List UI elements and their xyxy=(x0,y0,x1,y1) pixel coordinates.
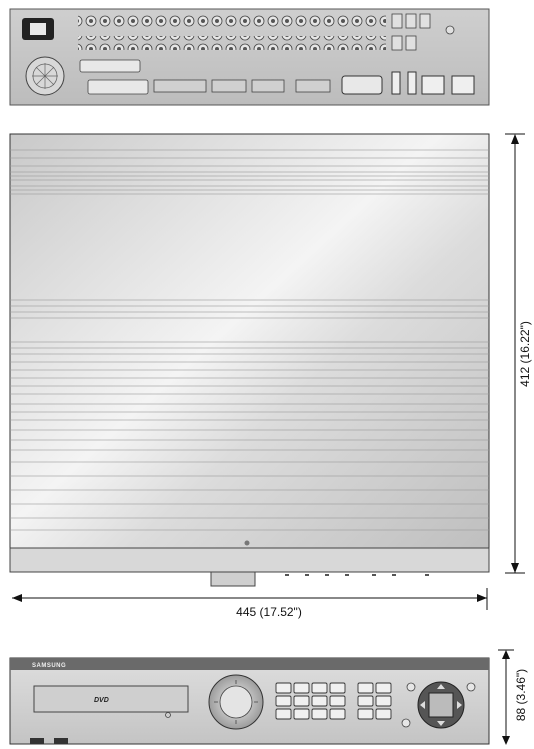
up-arrow-icon xyxy=(437,684,445,689)
vga-port-icon xyxy=(341,75,383,95)
height-dimension xyxy=(498,649,514,745)
keypad-key[interactable] xyxy=(375,682,392,694)
terminal-blocks xyxy=(153,79,331,93)
keypad-key[interactable] xyxy=(275,695,292,707)
dvd-logo: DVD xyxy=(94,697,109,704)
video-in-connectors xyxy=(78,14,386,28)
brand-logo: SAMSUNG xyxy=(32,663,66,669)
left-arrow-icon xyxy=(420,701,425,709)
top-view xyxy=(9,133,490,587)
number-keypad xyxy=(275,682,346,720)
function-keypad xyxy=(357,682,392,720)
right-arrow-icon xyxy=(457,701,462,709)
keypad-key[interactable] xyxy=(375,708,392,720)
usb-lan-ports xyxy=(391,71,475,95)
keypad-key[interactable] xyxy=(357,682,374,694)
keypad-key[interactable] xyxy=(311,682,328,694)
audio-connectors xyxy=(391,13,455,51)
width-label: 445 (17.52") xyxy=(236,605,302,619)
keypad-key[interactable] xyxy=(311,695,328,707)
function-button-upper[interactable] xyxy=(406,682,416,692)
keypad-key[interactable] xyxy=(293,682,310,694)
width-dimension xyxy=(12,588,488,610)
keypad-key[interactable] xyxy=(357,708,374,720)
keypad-key[interactable] xyxy=(329,708,346,720)
keypad-key[interactable] xyxy=(357,695,374,707)
screw-icon xyxy=(244,540,250,546)
jog-dial-protrusion xyxy=(210,571,256,587)
depth-dimension xyxy=(505,133,525,574)
keypad-key[interactable] xyxy=(275,708,292,720)
down-arrow-icon xyxy=(437,721,445,726)
height-label: 88 (3.46") xyxy=(514,669,528,721)
front-top-strip xyxy=(10,658,489,670)
menu-button[interactable] xyxy=(466,682,476,692)
keypad-key[interactable] xyxy=(275,682,292,694)
front-view: SAMSUNG DVD xyxy=(9,657,490,745)
keypad-key[interactable] xyxy=(329,682,346,694)
keypad-key[interactable] xyxy=(293,708,310,720)
front-button-edge xyxy=(285,574,429,576)
dvd-tray[interactable] xyxy=(33,685,189,713)
keypad-key[interactable] xyxy=(329,695,346,707)
keypad-key[interactable] xyxy=(375,695,392,707)
video-out-connectors xyxy=(78,36,386,50)
jog-inner-dial[interactable] xyxy=(219,685,253,719)
depth-label: 412 (16.22") xyxy=(518,321,532,387)
front-usb-port xyxy=(54,738,68,744)
top-cover xyxy=(9,133,490,571)
keypad-key[interactable] xyxy=(293,695,310,707)
keypad-key[interactable] xyxy=(311,708,328,720)
enter-button[interactable] xyxy=(428,692,454,718)
front-lip xyxy=(9,547,490,573)
serial-ports xyxy=(79,59,149,95)
front-usb-port xyxy=(30,738,44,744)
function-button-lower[interactable] xyxy=(401,718,411,728)
eject-button[interactable] xyxy=(165,712,171,718)
rear-panel xyxy=(9,8,490,106)
